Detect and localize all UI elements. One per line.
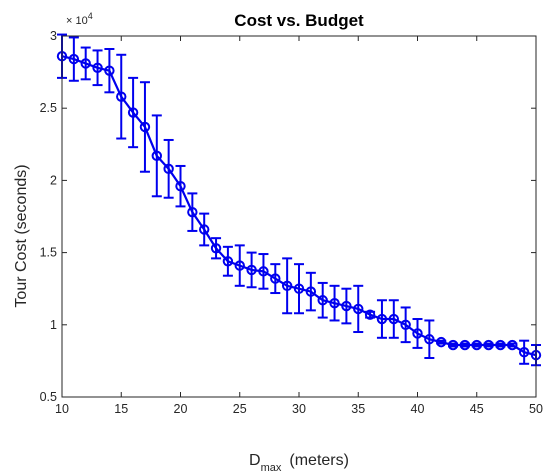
data-point — [68, 53, 80, 65]
error-bar — [376, 299, 387, 339]
y-tick-label: 0.5 — [40, 390, 57, 404]
data-point — [293, 283, 305, 294]
data-point — [317, 295, 328, 306]
error-bar — [128, 76, 139, 149]
data-point — [412, 328, 423, 339]
error-bar — [139, 81, 150, 173]
x-axis-label-sub: max — [261, 462, 282, 474]
x-tick-label: 25 — [233, 402, 247, 416]
error-bar — [258, 253, 269, 290]
data-point — [471, 339, 482, 351]
error-bar — [116, 53, 127, 140]
error-bar — [222, 245, 233, 277]
data-point — [127, 107, 139, 118]
x-tick-label: 40 — [411, 402, 425, 416]
data-point — [518, 347, 530, 358]
error-bar — [341, 287, 352, 325]
data-point — [281, 280, 293, 292]
data-point — [222, 256, 234, 267]
x-tick-label: 45 — [470, 402, 484, 416]
error-bar — [400, 306, 411, 344]
data-point — [246, 264, 257, 276]
error-bar — [104, 47, 115, 94]
y-multiplier: × 104 — [66, 11, 93, 27]
data-point — [92, 62, 103, 73]
data-point — [364, 309, 376, 320]
error-bar — [388, 299, 399, 339]
data-point — [329, 297, 340, 309]
x-tick-label: 30 — [292, 402, 306, 416]
error-bar — [519, 339, 530, 365]
plot-area — [62, 36, 536, 397]
error-bar — [412, 318, 423, 349]
y-tick-label: 2.5 — [40, 101, 57, 115]
error-bar — [187, 192, 198, 232]
data-point — [270, 273, 281, 284]
y-multiplier-exp: 4 — [88, 11, 93, 21]
data-point — [400, 319, 411, 330]
y-axis-label: Tour Cost (seconds) — [13, 164, 30, 307]
error-bar — [199, 212, 210, 247]
error-bar — [353, 284, 364, 334]
data-point — [175, 180, 186, 192]
x-axis-label-unit: (meters) — [289, 452, 349, 469]
data-point — [507, 339, 518, 351]
y-tick-label: 3 — [50, 29, 57, 43]
data-point — [436, 336, 447, 348]
data-point — [258, 266, 269, 277]
data-point — [116, 91, 127, 102]
y-tick-label: 2 — [50, 173, 57, 187]
data-point — [388, 313, 399, 325]
x-tick-label: 20 — [174, 402, 188, 416]
data-point — [234, 260, 245, 271]
data-point — [353, 303, 364, 315]
error-bar — [317, 281, 328, 319]
error-bar — [175, 164, 186, 208]
axis-ticks: 10 15 20 25 30 35 40 45 50 0.5 1 1.5 2 2.5 3 — [40, 29, 543, 416]
y-tick-label: 1.5 — [40, 246, 57, 260]
data-point — [305, 286, 317, 297]
data-point — [80, 58, 91, 69]
y-tick-label: 1 — [50, 318, 57, 332]
error-bar — [151, 114, 162, 198]
error-bar — [92, 49, 103, 87]
chart-title: Cost vs. Budget — [234, 11, 364, 30]
data-point — [104, 65, 115, 76]
error-bar — [234, 244, 245, 287]
x-axis-label: Dmax (meters) — [249, 452, 349, 474]
error-bar — [424, 319, 435, 360]
x-tick-label: 10 — [55, 402, 69, 416]
x-tick-label: 15 — [114, 402, 128, 416]
chart-marks — [56, 33, 542, 367]
x-tick-label: 50 — [529, 402, 543, 416]
error-bar — [282, 257, 293, 315]
data-point — [341, 300, 352, 312]
data-point — [151, 150, 163, 162]
data-point — [163, 163, 174, 175]
error-bar — [329, 284, 340, 322]
data-point — [187, 206, 198, 218]
y-multiplier-base: × 10 — [66, 15, 88, 27]
error-bar — [270, 263, 281, 295]
error-bar — [211, 237, 222, 260]
error-bar — [305, 271, 316, 312]
error-bar — [68, 36, 79, 82]
data-point — [495, 339, 506, 351]
error-bar — [246, 251, 257, 289]
error-bar — [80, 46, 91, 81]
data-point — [424, 334, 435, 345]
x-tick-label: 35 — [351, 402, 365, 416]
data-point — [376, 313, 388, 325]
x-axis-label-main: D — [249, 452, 261, 469]
data-point — [139, 121, 151, 133]
error-bar — [294, 263, 304, 315]
error-bar — [163, 138, 174, 199]
data-point — [199, 224, 210, 235]
data-point — [459, 339, 471, 351]
data-point — [483, 339, 494, 351]
data-point — [447, 339, 459, 351]
data-point — [210, 243, 222, 254]
